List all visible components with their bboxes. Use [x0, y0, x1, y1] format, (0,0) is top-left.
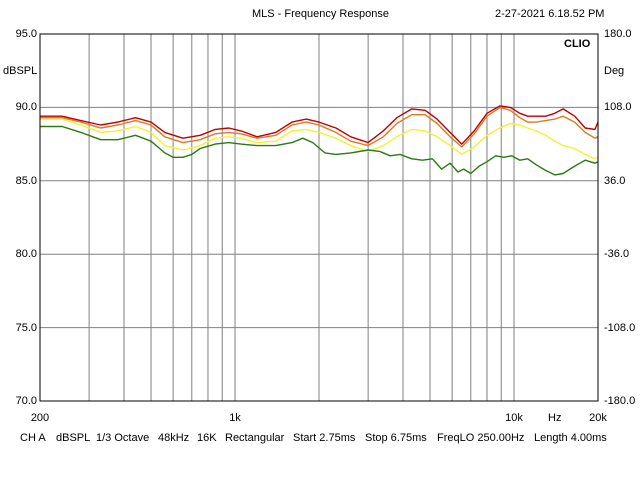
series-line-4 — [40, 125, 599, 176]
footer-length: Length 4.00ms — [534, 432, 607, 444]
grid-lines — [40, 34, 598, 401]
footer-unit: dBSPL — [56, 432, 91, 444]
traces — [40, 105, 599, 176]
x-tick-label: 1k — [229, 412, 241, 424]
series-line-3 — [40, 118, 599, 160]
y2-tick-label: 36.0 — [604, 174, 626, 187]
y-tick-label: 90.0 — [15, 101, 37, 114]
footer-smoothing: 1/3 Octave — [96, 432, 150, 444]
timestamp: 2-27-2021 6.18.52 PM — [495, 8, 605, 20]
y2-tick-label: -108.0 — [604, 321, 636, 334]
y-tick-label: 80.0 — [15, 248, 37, 261]
footer-sample-rate: 48kHz — [158, 432, 190, 444]
y2-tick-label: -36.0 — [604, 248, 630, 261]
footer-start: Start 2.75ms — [293, 432, 356, 444]
y-tick-label: 95.0 — [15, 28, 37, 40]
plot-frame — [39, 33, 599, 402]
y-tick-label: 85.0 — [15, 174, 37, 187]
y2-axis-label: Deg — [604, 65, 625, 77]
y-tick-label: 70.0 — [15, 395, 37, 407]
y2-tick-label: 180.0 — [604, 28, 632, 40]
chart-title: MLS - Frequency Response — [252, 8, 389, 20]
y-axis-label: dBSPL — [3, 65, 38, 77]
x-tick-label: 200 — [30, 412, 50, 424]
x-tick-label: 20k — [589, 412, 607, 424]
footer-stop: Stop 6.75ms — [365, 432, 427, 444]
footer-channel: CH A — [20, 432, 46, 444]
series-line-1 — [40, 105, 599, 145]
x-tick-label: 10k — [505, 412, 523, 424]
y-tick-label: 75.0 — [15, 321, 37, 334]
clio-brand: CLIO — [564, 38, 591, 50]
footer-fft-size: 16K — [197, 432, 217, 444]
footer-window: Rectangular — [225, 432, 285, 444]
series-line-2 — [40, 106, 599, 148]
y2-tick-label: 108.0 — [604, 101, 632, 114]
footer-freq-lo: FreqLO 250.00Hz — [437, 432, 525, 444]
y2-tick-label: -180.0 — [604, 395, 636, 407]
x-axis-unit-label: Hz — [548, 412, 562, 424]
